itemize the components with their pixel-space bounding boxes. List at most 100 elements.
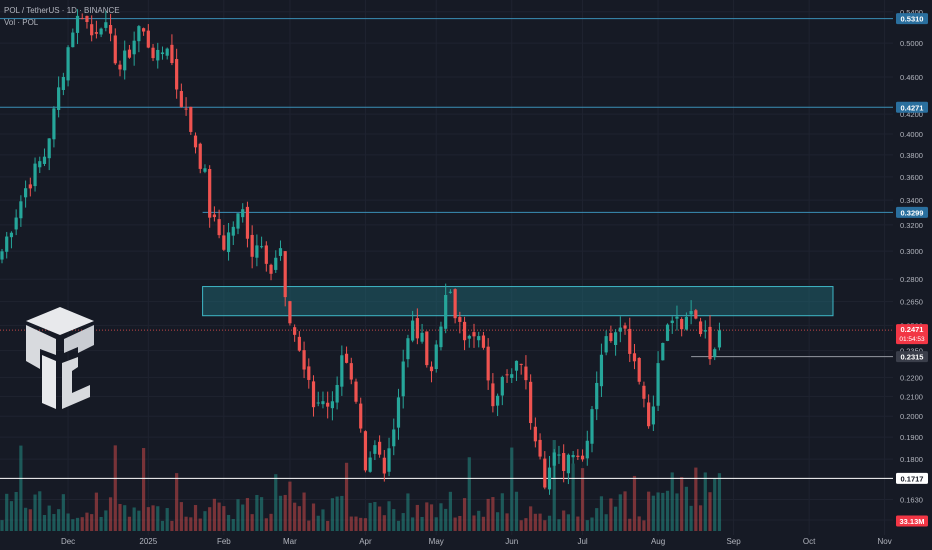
volume-bar: [156, 506, 160, 531]
candle-body: [599, 354, 604, 387]
volume-bar: [533, 513, 537, 531]
candle-body: [42, 156, 47, 164]
candle-body: [472, 332, 476, 337]
volume-bar: [57, 509, 61, 531]
candle-body: [684, 316, 688, 330]
volume-bar: [146, 507, 150, 531]
volume-bar: [302, 492, 306, 531]
candle-body: [486, 346, 490, 381]
resistance-zone-box[interactable]: [202, 286, 834, 317]
current-price-label-bg: [896, 324, 928, 345]
volume-bar: [524, 518, 528, 531]
volume-bar: [698, 505, 703, 531]
volume-bar: [307, 520, 311, 531]
candle-body: [75, 15, 80, 33]
candle-body: [184, 108, 188, 110]
level-price-label-bg: [896, 13, 928, 25]
price-tick-label: 0.5000: [900, 39, 923, 48]
candle-body: [123, 50, 127, 71]
candle-body: [179, 91, 183, 107]
volume-bar: [420, 516, 424, 531]
candle-body: [505, 374, 509, 376]
candlestick-series: [0, 9, 722, 495]
candle-body: [278, 248, 283, 256]
candle-body: [557, 454, 561, 456]
volume-legend[interactable]: Vol · POL: [4, 18, 39, 27]
volume-bar: [283, 494, 287, 531]
volume-bar: [566, 514, 570, 531]
volume-bar: [458, 515, 462, 531]
candle-body: [533, 426, 537, 442]
time-axis[interactable]: Dec 2025 Feb Mar Apr May Jun Jul Aug Sep Oct Nov: [0, 535, 932, 550]
volume-bar: [344, 462, 349, 531]
candle-body: [316, 402, 320, 404]
volume-bar: [642, 520, 646, 531]
volume-bar: [61, 494, 65, 531]
candle-body: [580, 455, 585, 460]
volume-bar: [637, 516, 641, 531]
current-price-label: 0.2471: [901, 325, 924, 334]
candle-body: [590, 409, 594, 444]
price-tick-label: 0.3000: [900, 247, 923, 256]
time-tick-label: 2025: [139, 537, 157, 546]
time-tick-label: Apr: [359, 537, 372, 546]
volume-bar: [486, 498, 490, 531]
candle-body: [481, 335, 486, 348]
volume-bar: [250, 514, 254, 531]
candle-body: [340, 355, 344, 387]
volume-bar: [439, 503, 443, 531]
candle-body: [57, 87, 61, 110]
candle-body: [217, 219, 221, 236]
volume-bar: [208, 507, 212, 531]
candle-body: [392, 429, 396, 447]
time-tick-label: Jul: [577, 537, 587, 546]
time-tick-label: Nov: [878, 537, 892, 546]
volume-bar: [335, 496, 339, 531]
candle-body: [477, 336, 481, 341]
candle-body: [373, 445, 377, 454]
candle-body: [311, 381, 316, 408]
volume-bar: [632, 475, 637, 531]
symbol-title[interactable]: POL / TetherUS · 1D · BINANCE: [4, 6, 120, 15]
volume-value-label: 33.13M: [899, 517, 924, 526]
candle-body: [462, 321, 467, 341]
candle-body: [543, 458, 547, 488]
candle-body: [434, 344, 438, 369]
volume-bar: [193, 505, 198, 531]
candle-body: [132, 40, 136, 55]
candle-body: [212, 214, 216, 218]
level-price-label: 0.3299: [901, 208, 924, 217]
volume-bar: [571, 463, 575, 531]
volume-bar: [363, 518, 368, 531]
level-price-label-bg: [896, 351, 928, 363]
time-tick-label: Mar: [283, 537, 297, 546]
candle-body: [241, 209, 245, 218]
candle-body: [52, 108, 56, 140]
candle-body: [708, 326, 712, 360]
volume-bar: [500, 493, 504, 531]
volume-bar: [415, 504, 419, 531]
candle-body: [19, 201, 23, 219]
volume-bar: [217, 502, 221, 531]
candle-body: [226, 232, 231, 253]
volume-bar: [340, 495, 344, 531]
volume-bar: [585, 520, 589, 531]
volume-bar: [226, 514, 231, 531]
volume-bar: [713, 478, 717, 531]
price-tick-label: 0.3400: [900, 196, 923, 205]
candle-body: [165, 48, 169, 56]
price-tick-label: 0.2350: [900, 347, 923, 356]
price-axis[interactable]: 0.5400 0.5000 0.4600 0.4200 0.4000 0.3800 0.36…: [893, 0, 932, 550]
price-tick-label: 0.5400: [900, 8, 923, 17]
volume-bars: [0, 440, 722, 531]
time-tick-label: May: [429, 537, 444, 546]
volume-bar: [670, 472, 674, 531]
volume-bar: [108, 497, 113, 531]
candle-body: [458, 317, 462, 322]
candle-body: [614, 332, 618, 346]
candle-body: [661, 342, 665, 361]
time-axis-bg: [0, 535, 932, 550]
candle-body: [647, 402, 651, 427]
volume-bar: [547, 515, 552, 531]
